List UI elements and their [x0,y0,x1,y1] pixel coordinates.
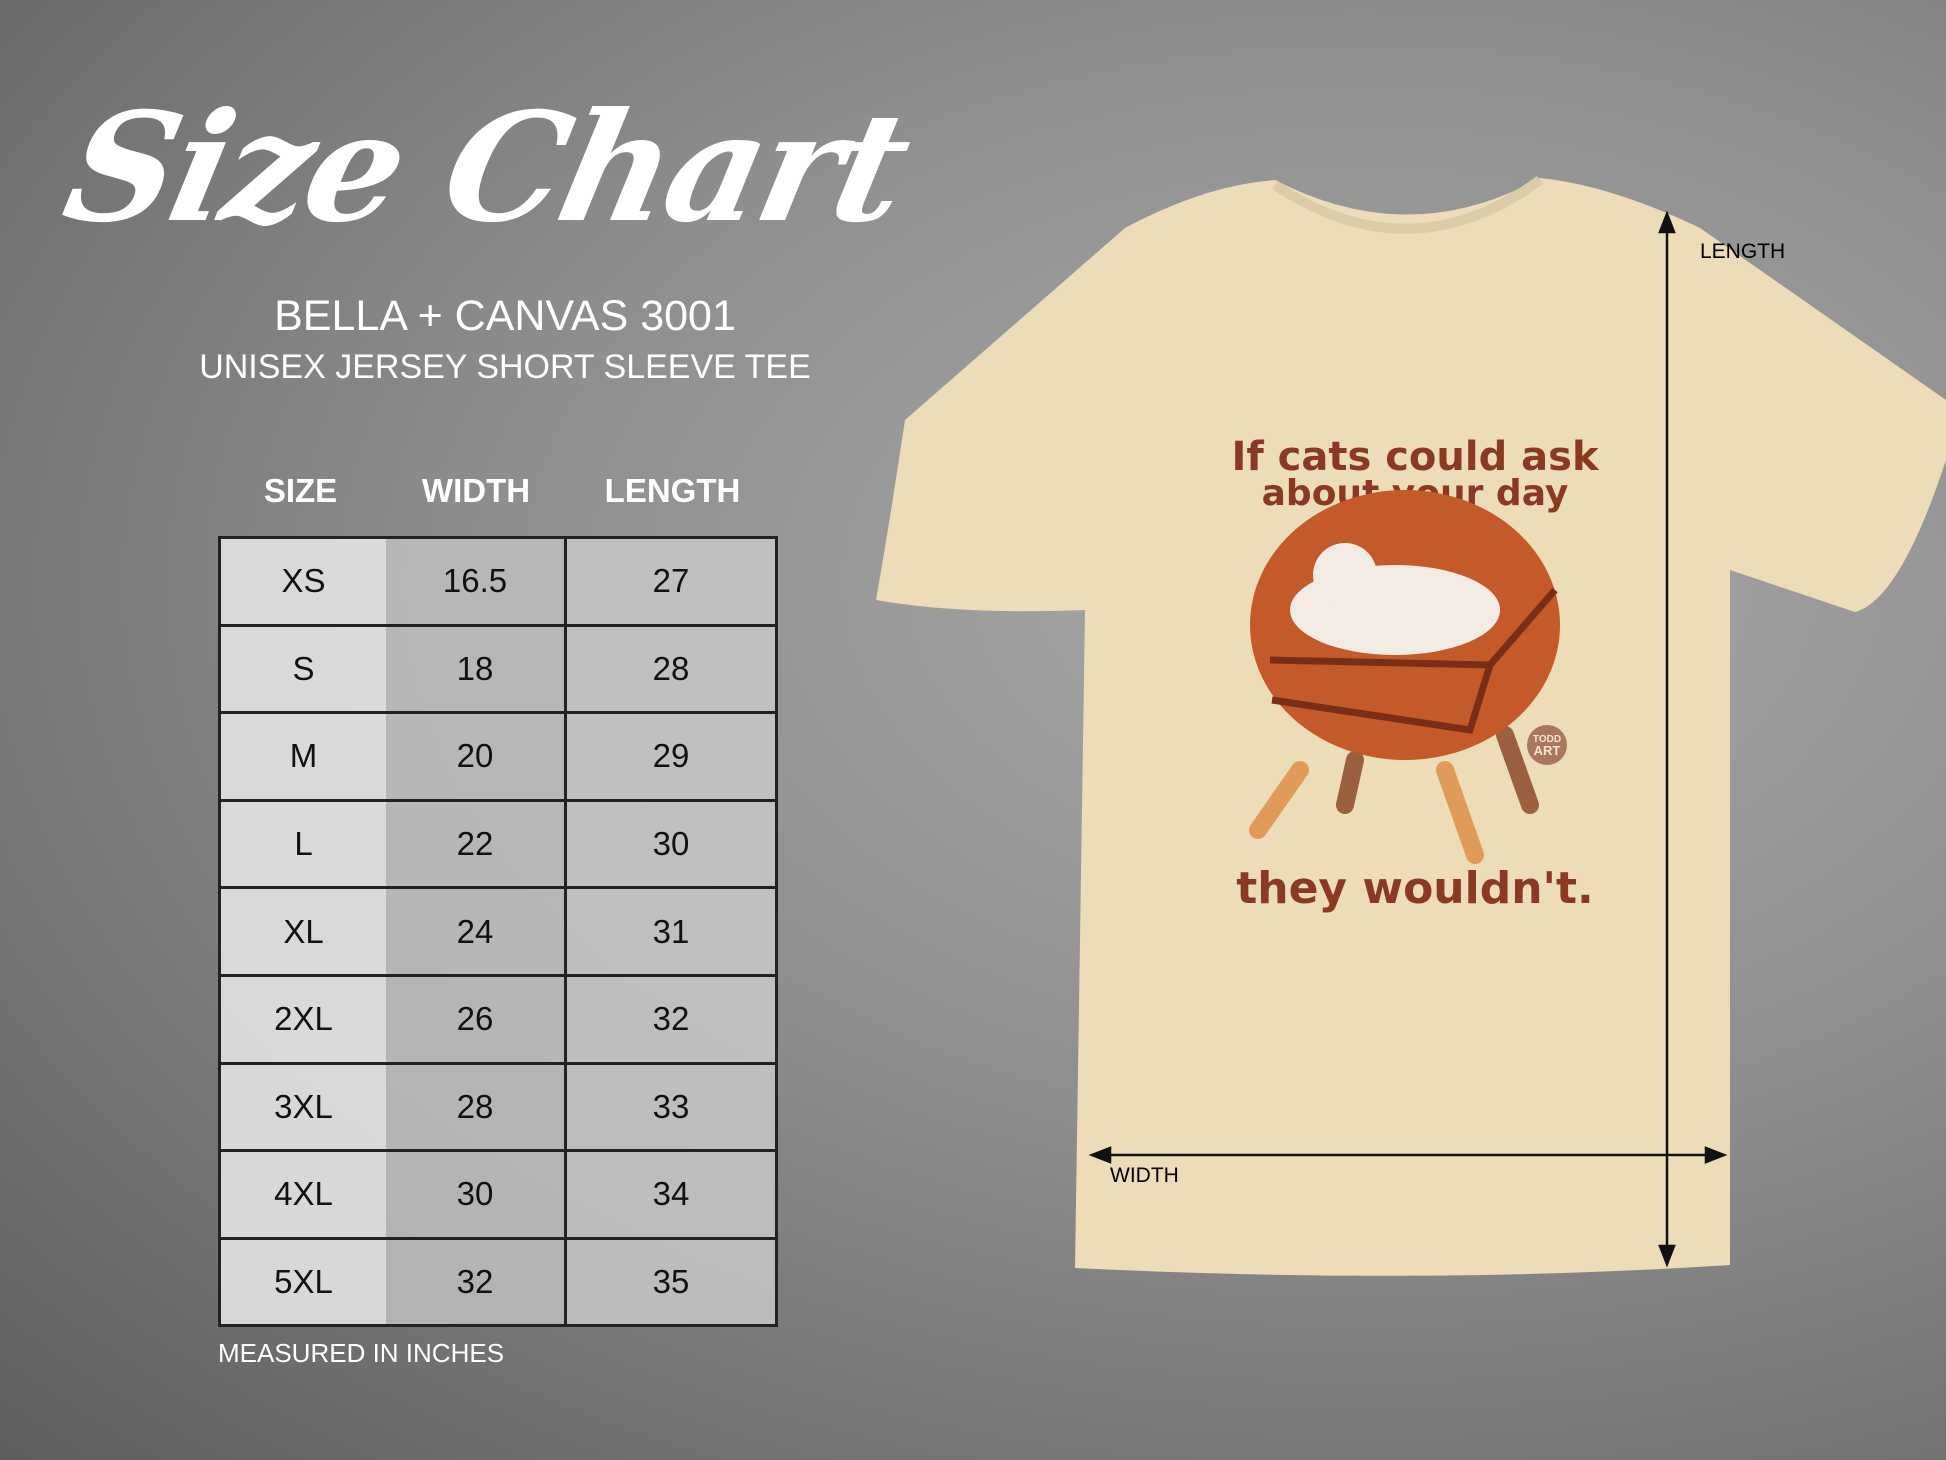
table-row: XL 24 31 [218,886,778,977]
cell-length: 30 [564,798,778,890]
size-table: XS 16.5 27 S 18 28 M 20 29 L 22 30 XL 24 31 2XL 26 32 3XL 2… [218,536,778,1328]
brand-model: BELLA + CANVAS 3001 [274,292,736,340]
tshirt-collar [1272,175,1543,234]
cell-length: 31 [564,886,778,977]
width-label: WIDTH [1110,1164,1179,1187]
cell-length: 27 [564,536,778,627]
cell-width: 24 [386,886,567,977]
cell-width: 22 [386,798,567,890]
table-row: 2XL 26 32 [218,973,778,1065]
header-size: SIZE [263,472,338,509]
cell-size: M [218,711,386,802]
cell-size: L [218,798,386,890]
cell-width: 30 [386,1149,567,1240]
cell-length: 34 [564,1149,778,1240]
svg-text:ART: ART [1534,743,1561,758]
cell-width: 16.5 [386,536,567,627]
design-line1: If cats could ask [1231,434,1600,480]
design-line3: they wouldn't. [1236,863,1594,914]
cell-length: 33 [564,1061,778,1153]
width-arrow [1088,1146,1728,1164]
product-subtitle: UNISEX JERSEY SHORT SLEEVE TEE [199,348,811,386]
svg-text:TODD: TODD [1533,734,1561,745]
length-label: LENGTH [1700,240,1785,263]
cell-width: 26 [386,973,567,1065]
cell-width: 32 [386,1236,567,1328]
todd-art-logo [1527,725,1567,765]
cell-size: S [218,623,386,715]
table-row: XS 16.5 27 [218,536,778,627]
table-row: 4XL 30 34 [218,1149,778,1240]
header-length: LENGTH [604,472,741,509]
cell-size: 2XL [218,973,386,1065]
cell-width: 18 [386,623,567,715]
cell-size: 3XL [218,1061,386,1153]
cell-length: 35 [564,1236,778,1328]
table-row: M 20 29 [218,711,778,802]
measurement-note: MEASURED IN INCHES [218,1338,505,1368]
cell-width: 20 [386,711,567,802]
chair-illustration [1249,490,1560,864]
table-row: 3XL 28 33 [218,1061,778,1153]
cell-size: XL [218,886,386,977]
cell-width: 28 [386,1061,567,1153]
cell-size: 5XL [218,1236,386,1328]
length-arrow [1658,210,1676,1268]
cell-length: 29 [564,711,778,802]
table-row: S 18 28 [218,623,778,715]
cell-length: 28 [564,623,778,715]
header-width: WIDTH [421,472,531,509]
table-row: 5XL 32 35 [218,1236,778,1328]
cell-size: XS [218,536,386,627]
table-row: L 22 30 [218,798,778,890]
cell-length: 32 [564,973,778,1065]
cell-size: 4XL [218,1149,386,1240]
